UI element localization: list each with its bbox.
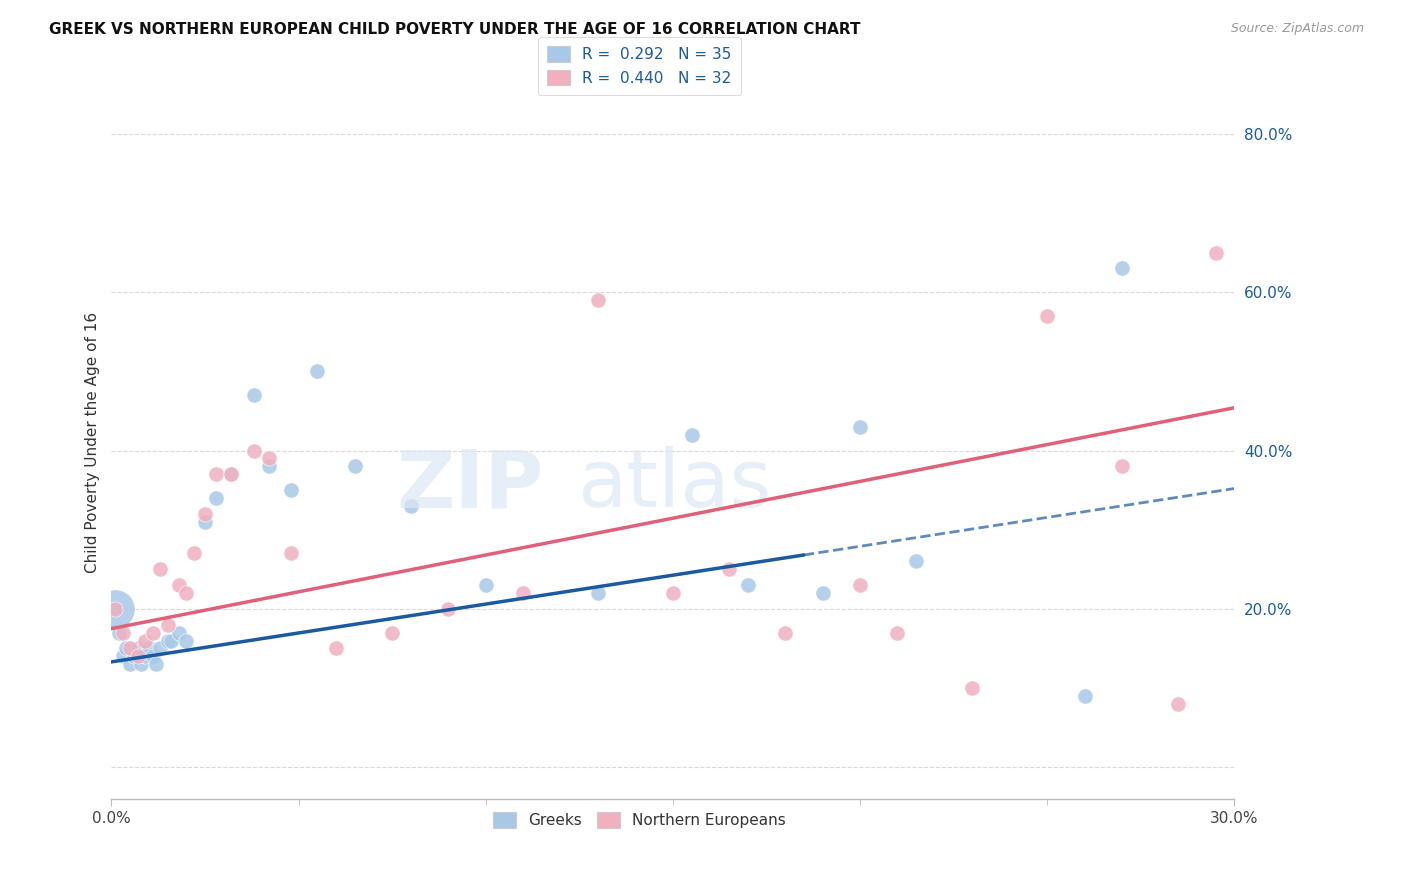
Point	[343, 459, 366, 474]
Point	[681, 427, 703, 442]
Point	[399, 499, 422, 513]
Point	[131, 657, 153, 672]
Point	[167, 625, 190, 640]
Legend: Greeks, Northern Europeans: Greeks, Northern Europeans	[486, 805, 792, 834]
Point	[905, 554, 928, 568]
Point	[156, 633, 179, 648]
Point	[104, 602, 127, 616]
Point	[138, 641, 160, 656]
Point	[737, 578, 759, 592]
Point	[1111, 261, 1133, 276]
Point	[194, 515, 217, 529]
Point	[242, 388, 264, 402]
Point	[257, 459, 280, 474]
Point	[280, 546, 302, 560]
Point	[120, 641, 142, 656]
Point	[205, 491, 228, 505]
Y-axis label: Child Poverty Under the Age of 16: Child Poverty Under the Age of 16	[86, 312, 100, 574]
Point	[219, 467, 242, 482]
Point	[145, 657, 167, 672]
Point	[142, 649, 165, 664]
Point	[773, 625, 796, 640]
Point	[160, 633, 183, 648]
Point	[167, 578, 190, 592]
Point	[194, 507, 217, 521]
Point	[512, 586, 534, 600]
Point	[104, 602, 127, 616]
Point	[325, 641, 347, 656]
Point	[718, 562, 741, 576]
Point	[962, 681, 984, 695]
Point	[257, 451, 280, 466]
Point	[120, 657, 142, 672]
Point	[127, 641, 149, 656]
Point	[242, 443, 264, 458]
Point	[662, 586, 685, 600]
Point	[149, 641, 172, 656]
Point	[149, 562, 172, 576]
Point	[586, 586, 609, 600]
Point	[156, 617, 179, 632]
Point	[134, 649, 156, 664]
Point	[111, 625, 134, 640]
Point	[108, 625, 131, 640]
Point	[849, 419, 872, 434]
Point	[1205, 245, 1227, 260]
Point	[280, 483, 302, 497]
Text: ZIP: ZIP	[396, 446, 544, 524]
Point	[122, 649, 145, 664]
Point	[886, 625, 908, 640]
Point	[1167, 697, 1189, 711]
Point	[127, 649, 149, 664]
Point	[474, 578, 496, 592]
Point	[1073, 689, 1095, 703]
Text: atlas: atlas	[578, 446, 772, 524]
Point	[811, 586, 834, 600]
Point	[174, 586, 197, 600]
Point	[183, 546, 205, 560]
Point	[437, 602, 460, 616]
Point	[111, 649, 134, 664]
Point	[381, 625, 404, 640]
Point	[174, 633, 197, 648]
Point	[1036, 309, 1059, 323]
Point	[219, 467, 242, 482]
Text: Source: ZipAtlas.com: Source: ZipAtlas.com	[1230, 22, 1364, 36]
Point	[115, 641, 138, 656]
Point	[307, 364, 329, 378]
Text: GREEK VS NORTHERN EUROPEAN CHILD POVERTY UNDER THE AGE OF 16 CORRELATION CHART: GREEK VS NORTHERN EUROPEAN CHILD POVERTY…	[49, 22, 860, 37]
Point	[205, 467, 228, 482]
Point	[134, 633, 156, 648]
Point	[586, 293, 609, 307]
Point	[142, 625, 165, 640]
Point	[849, 578, 872, 592]
Point	[1111, 459, 1133, 474]
